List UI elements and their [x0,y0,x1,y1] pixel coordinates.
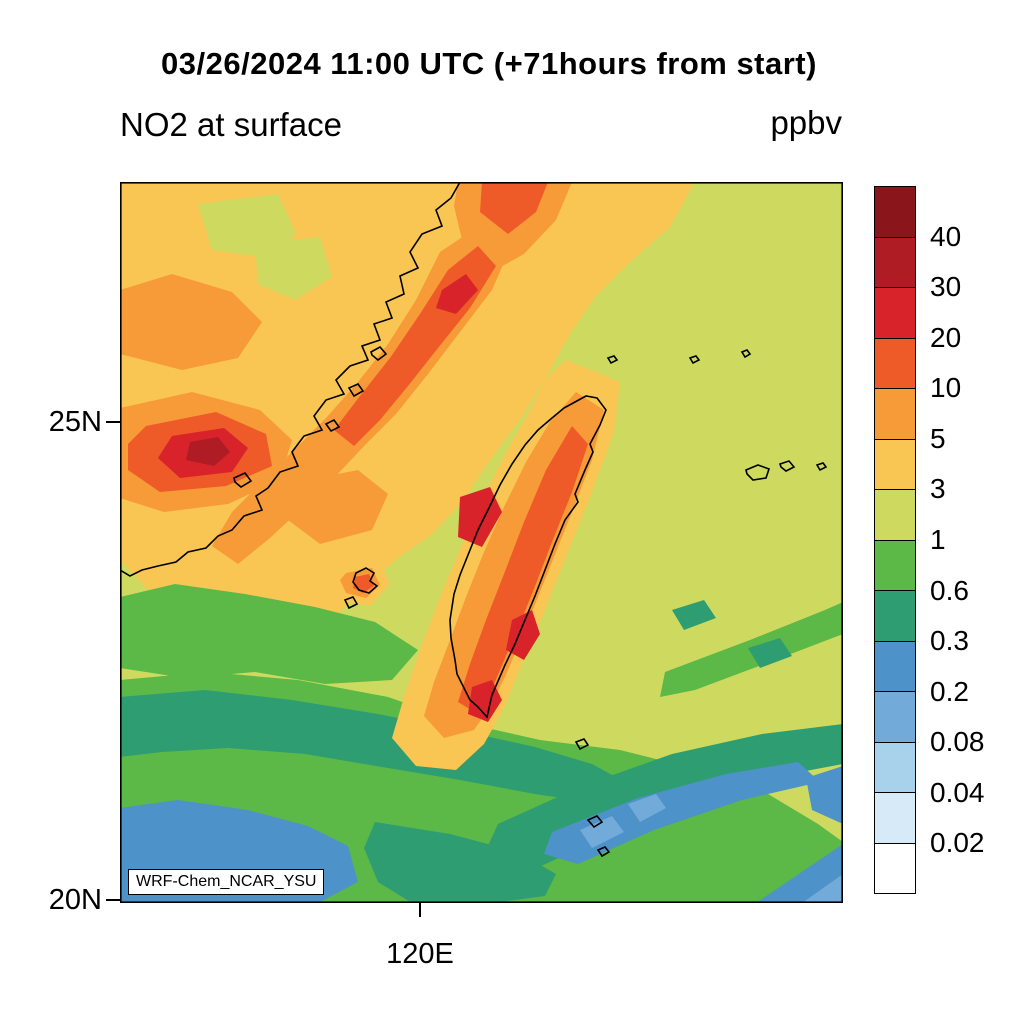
model-label: WRF-Chem_NCAR_YSU [128,869,325,895]
contour-region [756,844,843,903]
china-coastline [120,182,461,577]
map-svg [120,182,843,903]
contour-region [458,426,588,714]
colorbar-cell [875,236,915,287]
colorbar-tick-label: 0.3 [930,625,969,656]
contour-region [198,194,296,258]
contour-region [364,822,556,903]
penghu-islands-outline [343,567,379,610]
y-axis-label-25n: 25N [48,406,102,438]
units-label: ppbv [770,104,842,141]
contour-region [748,638,792,668]
contour-region [436,274,478,314]
colorbar-cell [875,691,915,742]
colorbar-tick-label: 20 [930,322,962,353]
colorbar-tick-label: 40 [930,221,962,252]
colorbar-tick-label: 30 [930,271,962,302]
colorbar-tick-label: 0.04 [930,777,985,808]
x-tick-120e [419,903,421,917]
colorbar-cell [875,388,915,439]
coastal-islets-outline [233,345,388,488]
y-tick-25n [106,421,120,423]
small-islands-outline [574,349,752,858]
contour-region [120,690,625,804]
colorbar-tick-label: 0.08 [930,726,985,757]
contour-region [672,600,716,630]
contour-region [288,470,388,544]
colorbar-tick-label: 0.6 [930,575,969,606]
colorbar-tick-label: 1 [930,524,946,555]
taiwan-coastline [449,395,607,719]
colorbar-tick-label: 5 [930,423,946,454]
colorbar-cell [875,187,915,237]
contour-region [802,874,843,903]
contour-region [544,762,820,864]
contour-region [186,437,230,466]
colorbar-cell [875,741,915,792]
colorbar-cell [875,590,915,641]
east-islands-outline [745,460,828,481]
colorbar-cell [875,539,915,590]
colorbar-cell [875,337,915,388]
figure-title: 03/26/2024 11:00 UTC (+71hours from star… [161,46,817,81]
contour-region [255,237,332,300]
contour-region [580,816,624,848]
colorbar-labels: 40 30 20 10 5 3 1 0.6 0.3 0.2 0.08 0.04 0.02 [930,186,1020,894]
map-plot: WRF-Chem_NCAR_YSU [120,182,843,903]
colorbar-cell [875,287,915,338]
colorbar-cell [875,640,915,691]
y-axis-label-20n: 20N [48,884,102,916]
colorbar-tick-label: 10 [930,372,962,403]
no2-fill-regions [120,182,843,903]
contour-region [120,584,418,684]
colorbar-tick-label: 3 [930,473,946,504]
x-axis-label-120e: 120E [386,938,454,970]
colorbar-cell [875,489,915,540]
plot-frame [120,182,843,903]
contour-region [120,274,262,370]
colorbar [874,186,916,894]
variable-label: NO2 at surface [120,106,342,143]
contour-region [480,182,548,234]
colorbar-cell [875,792,915,843]
contour-region [628,794,666,822]
contour-region [806,766,843,824]
contour-region [506,610,540,660]
colorbar-cell [875,842,915,893]
coastlines [120,182,828,858]
colorbar-tick-label: 0.02 [930,827,985,858]
y-tick-20n [106,899,120,901]
colorbar-tick-label: 0.2 [930,676,969,707]
colorbar-cell [875,438,915,489]
